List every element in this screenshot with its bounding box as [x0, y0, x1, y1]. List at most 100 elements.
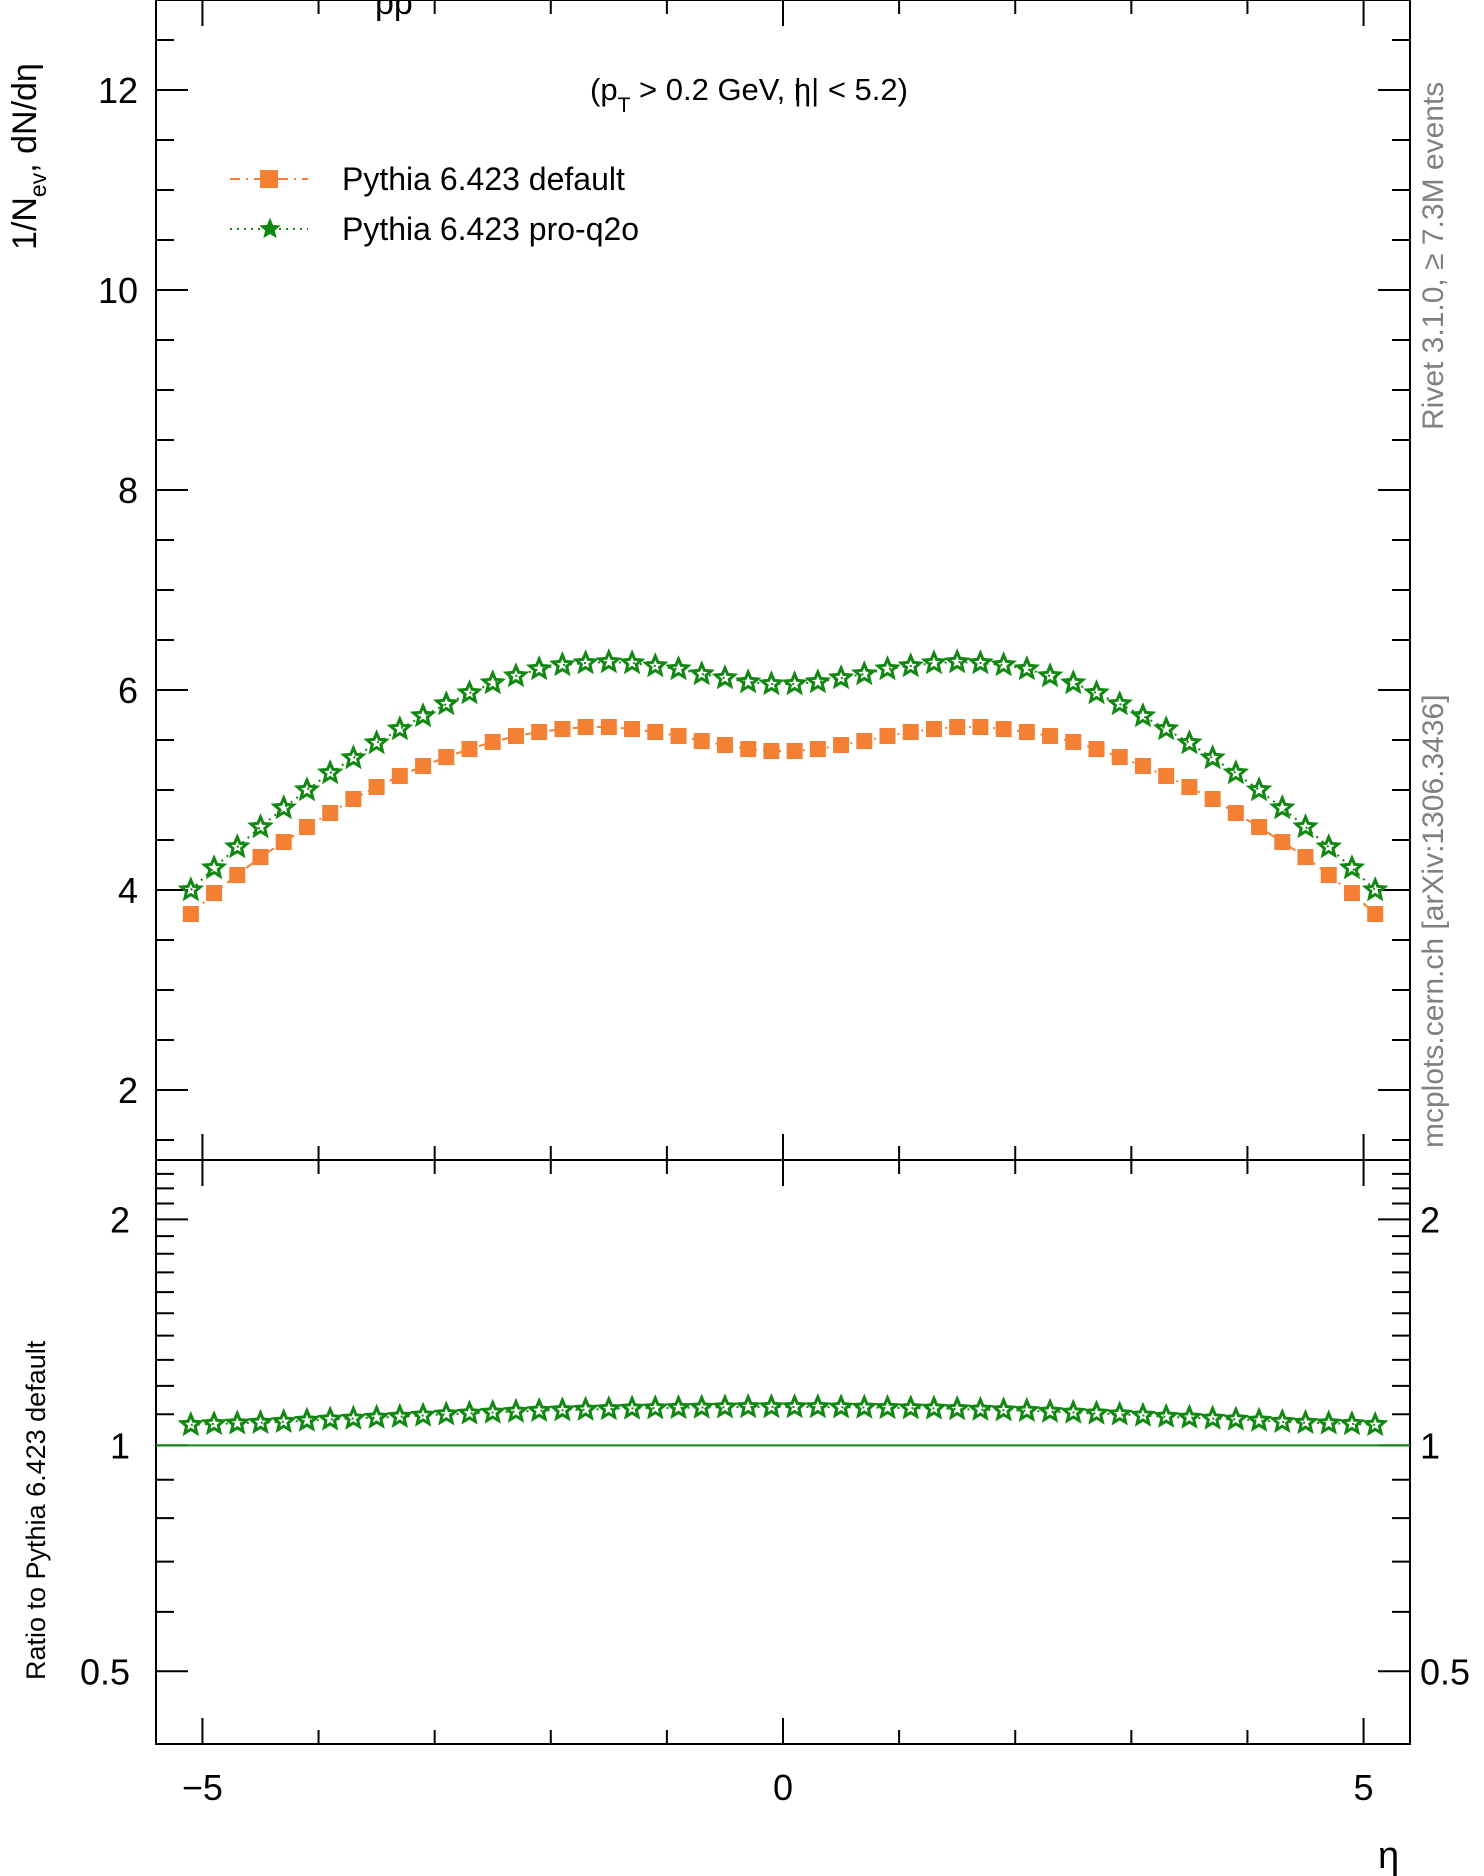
ratio-point-q2o [851, 1393, 878, 1419]
ratio-point-q2o [1199, 1404, 1226, 1430]
point-q2o [224, 833, 251, 859]
ratio-point-q2o [874, 1393, 901, 1420]
ratio-point-q2o [293, 1406, 321, 1432]
ratio-point-q2o [1269, 1407, 1296, 1434]
point-q2o [1292, 813, 1319, 839]
y-tick-label: 10 [98, 270, 138, 311]
point-default [182, 906, 199, 922]
ratio-point-q2o [1013, 1396, 1041, 1422]
point-default [415, 758, 432, 774]
y-tick-label: 4 [118, 870, 138, 911]
legend-marker-default [260, 170, 278, 188]
ratio-point-q2o [990, 1396, 1017, 1422]
point-q2o [1152, 715, 1180, 741]
point-default [879, 728, 896, 744]
ratio-point-q2o [618, 1394, 646, 1420]
point-q2o [549, 651, 576, 677]
point-default [531, 724, 548, 740]
point-q2o [758, 670, 785, 696]
point-q2o [1269, 794, 1296, 820]
ratio-marks [156, 1393, 1410, 1447]
ratio-y-tick-label-right: 2 [1420, 1199, 1440, 1240]
ratio-point-q2o [827, 1393, 855, 1419]
point-default [1204, 791, 1221, 807]
point-default [740, 741, 757, 757]
x-axis-label: η [1378, 1835, 1399, 1876]
point-q2o [1013, 655, 1041, 681]
title-fragment: pp [375, 0, 413, 22]
point-q2o [340, 744, 367, 770]
point-q2o [781, 670, 808, 696]
point-q2o [247, 813, 274, 839]
ratio-point-q2o [386, 1402, 414, 1428]
point-q2o [177, 876, 205, 902]
point-default [786, 743, 803, 759]
point-default [600, 719, 617, 735]
point-default [624, 721, 641, 737]
main-panel: 2 4 6 8 10 12 [98, 0, 1411, 1161]
main-marks [177, 648, 1389, 922]
ratio-y-tick-label-right: 1 [1420, 1425, 1440, 1466]
ratio-point-q2o [270, 1407, 297, 1434]
ratio-panel: 0.5 0.5 1 1 2 2 −5 0 5 [80, 1159, 1470, 1808]
point-q2o [711, 664, 739, 690]
series-line-q2o [190, 660, 1376, 891]
point-default [1297, 849, 1314, 865]
ratio-point-q2o [340, 1404, 367, 1430]
ratio-point-q2o [433, 1400, 460, 1426]
point-default [647, 724, 664, 740]
point-q2o [1199, 744, 1226, 770]
point-default [1367, 906, 1384, 922]
ratio-point-q2o [1176, 1403, 1203, 1429]
ratio-point-q2o [595, 1395, 623, 1421]
point-default [1065, 734, 1082, 750]
ratio-point-q2o [920, 1394, 948, 1420]
x-tick-label: −5 [182, 1767, 223, 1808]
point-q2o [479, 669, 506, 695]
point-q2o [456, 679, 483, 705]
point-default [368, 779, 385, 795]
ratio-point-q2o [502, 1397, 530, 1423]
point-q2o [1361, 876, 1389, 902]
point-default [1320, 867, 1337, 883]
ratio-point-q2o [1315, 1409, 1342, 1435]
x-tick-label: 5 [1354, 1767, 1374, 1808]
point-q2o [642, 652, 669, 678]
ratio-point-q2o [943, 1395, 971, 1421]
ratio-y-tick-label-left: 1 [110, 1425, 130, 1466]
ratio-point-q2o [734, 1393, 762, 1419]
point-q2o [1106, 690, 1133, 716]
ratio-point-q2o [804, 1393, 832, 1419]
point-default [995, 721, 1012, 737]
legend: Pythia 6.423 default Pythia 6.423 pro-q2… [230, 161, 639, 247]
point-default [345, 791, 362, 807]
ratio-point-q2o [1152, 1402, 1180, 1428]
ratio-point-q2o [316, 1405, 344, 1431]
point-default [1042, 728, 1059, 744]
ratio-point-q2o [409, 1401, 437, 1427]
annotation-close: | < 5.2) [811, 72, 908, 107]
point-q2o [1176, 729, 1203, 755]
point-default [391, 768, 408, 784]
ratio-y-axis-label: Ratio to Pythia 6.423 default [21, 1340, 51, 1680]
point-default [925, 721, 942, 737]
y-tick-label: 6 [118, 670, 138, 711]
main-y-tick-labels: 2 4 6 8 10 12 [98, 70, 138, 1111]
ratio-point-q2o [363, 1403, 390, 1429]
y-tick-label: 8 [118, 470, 138, 511]
annotation-eta: η [794, 72, 811, 107]
point-q2o [502, 662, 530, 688]
point-q2o [200, 854, 228, 880]
point-default [206, 885, 223, 901]
x-tick-label: 0 [773, 1767, 793, 1808]
ratio-point-q2o [456, 1399, 483, 1425]
point-default [1018, 724, 1035, 740]
point-q2o [525, 655, 553, 681]
point-q2o [293, 776, 321, 802]
point-q2o [316, 759, 344, 785]
legend-label-default: Pythia 6.423 default [342, 161, 625, 197]
point-default [670, 728, 687, 744]
point-q2o [363, 729, 390, 755]
ratio-point-q2o [572, 1395, 599, 1421]
